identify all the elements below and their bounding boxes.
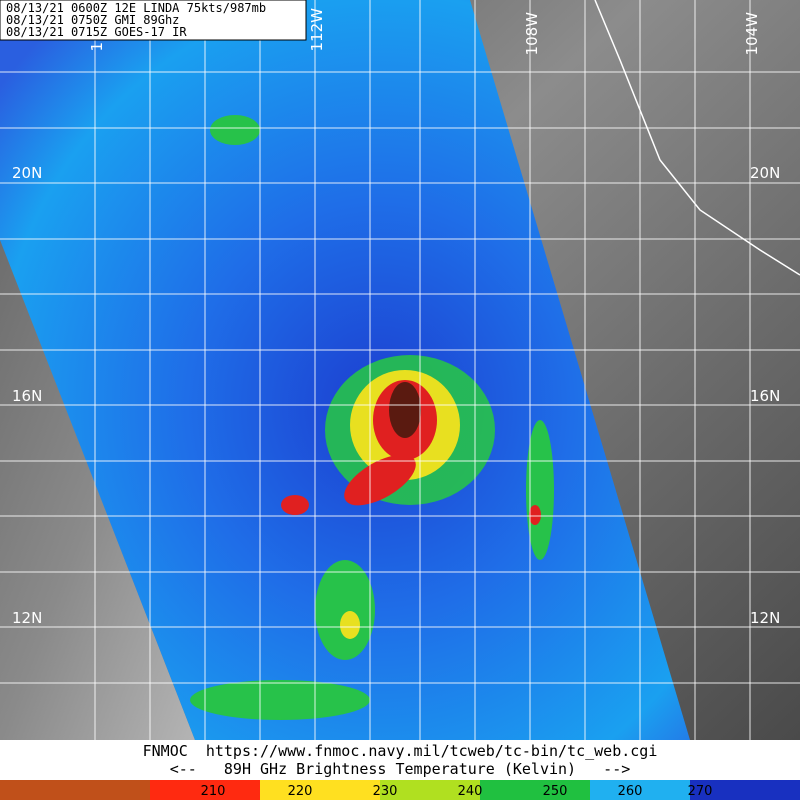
lat-label: 20N [750,164,780,182]
rainband [529,505,541,525]
lat-label: 16N [12,387,42,405]
lat-label: 12N [750,609,780,627]
header-line: 08/13/21 0600Z 12E LINDA 75kts/987mb [6,1,266,15]
footer-line: FNMOC https://www.fnmoc.navy.mil/tcweb/t… [143,742,658,760]
colorbar [0,780,800,800]
lon-label: 104W [743,12,761,56]
rainband [340,611,360,639]
colorbar-segment [690,780,800,800]
footer [0,740,800,780]
colorbar-label: 260 [618,784,643,799]
colorbar-label: 250 [543,784,568,799]
lat-label: 20N [12,164,42,182]
colorbar-segment [260,780,380,800]
colorbar-segment [480,780,590,800]
cloud [281,495,309,515]
lon-label: 108W [523,12,541,56]
rainband [344,454,416,506]
colorbar-segment [150,780,260,800]
lat-label: 16N [750,387,780,405]
rainband [315,560,375,660]
colorbar-label: 220 [288,784,313,799]
eyewall-core [389,382,421,438]
header-box [0,0,307,41]
cloud [210,115,260,145]
microwave-swath [0,0,690,740]
lon-label: 112W [308,8,326,52]
rainband [526,420,554,560]
storm [190,115,554,720]
colorbar-segment [380,780,480,800]
colorbar-segment [0,780,150,800]
colorbar-label: 210 [201,784,226,799]
colorbar-label: 240 [458,784,483,799]
graticule [0,0,800,740]
colorbar-label: 270 [688,784,713,799]
header-line: 08/13/21 0750Z GMI 89Ghz [6,13,179,27]
footer-line: <-- 89H GHz Brightness Temperature (Kelv… [170,760,631,778]
coastline [594,0,800,276]
header-line: 08/13/21 0715Z GOES-17 IR [6,25,187,39]
lat-label: 12N [12,609,42,627]
rainband [190,680,370,720]
colorbar-segment [590,780,690,800]
colorbar-label: 230 [373,784,398,799]
colorbar-labels: 210 220 230 240 250 260 270 [201,784,713,799]
